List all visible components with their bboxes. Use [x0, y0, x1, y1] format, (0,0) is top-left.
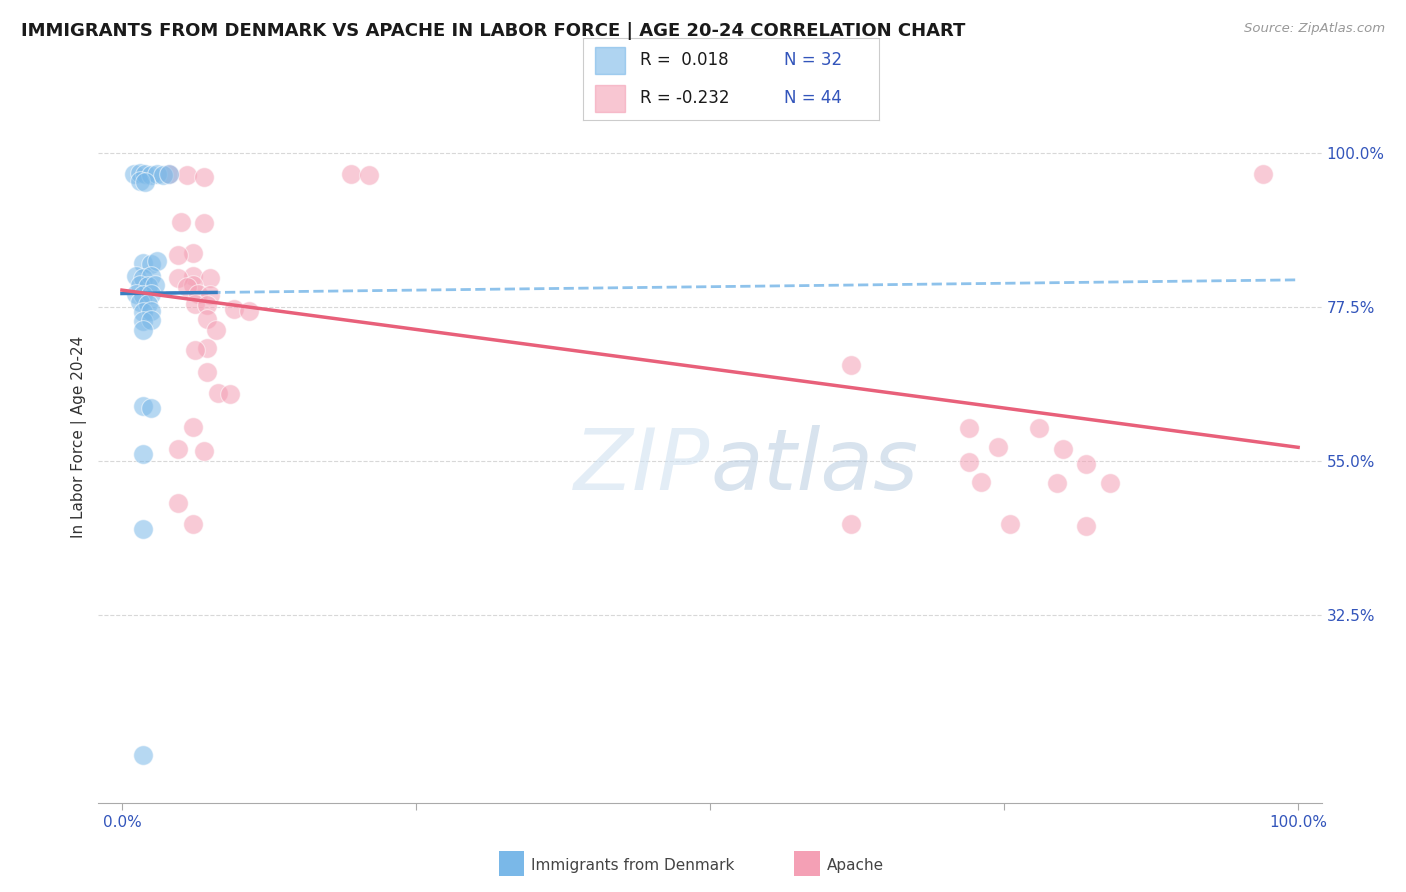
Text: Apache: Apache: [827, 858, 884, 872]
Point: [157, 167, 180, 181]
Text: R =  0.018: R = 0.018: [640, 51, 728, 69]
Point: [1046, 475, 1069, 490]
Point: [969, 475, 991, 489]
Point: [238, 303, 260, 318]
Point: [128, 174, 150, 188]
Point: [167, 247, 190, 261]
Text: IMMIGRANTS FROM DENMARK VS APACHE IN LABOR FORCE | AGE 20-24 CORRELATION CHART: IMMIGRANTS FROM DENMARK VS APACHE IN LAB…: [21, 22, 966, 40]
Point: [998, 516, 1021, 531]
Point: [122, 167, 145, 181]
Point: [125, 269, 148, 284]
Point: [167, 270, 190, 285]
Point: [146, 167, 169, 181]
Point: [957, 421, 980, 435]
Point: [1098, 475, 1121, 490]
Point: [957, 455, 980, 469]
Point: [157, 167, 180, 181]
Point: [198, 270, 221, 285]
Text: R = -0.232: R = -0.232: [640, 89, 730, 107]
Point: [146, 254, 169, 268]
Point: [839, 516, 862, 531]
Text: N = 32: N = 32: [785, 51, 842, 69]
Point: [184, 297, 207, 311]
Point: [205, 323, 228, 337]
Point: [340, 167, 363, 181]
Point: [132, 314, 155, 328]
Point: [132, 747, 155, 762]
Point: [132, 305, 155, 319]
Point: [132, 522, 155, 536]
Point: [1076, 458, 1098, 472]
Text: Immigrants from Denmark: Immigrants from Denmark: [531, 858, 735, 872]
Y-axis label: In Labor Force | Age 20-24: In Labor Force | Age 20-24: [72, 336, 87, 538]
Point: [181, 516, 204, 531]
Point: [132, 288, 155, 302]
Bar: [595, 46, 624, 74]
Point: [136, 279, 159, 293]
Point: [132, 447, 155, 461]
Point: [141, 269, 163, 284]
Point: [195, 365, 218, 379]
Point: [141, 312, 163, 326]
Point: [839, 359, 862, 373]
Text: atlas: atlas: [710, 425, 918, 508]
Point: [128, 295, 150, 310]
Point: [181, 420, 204, 434]
Point: [181, 245, 204, 260]
Point: [125, 286, 148, 301]
Point: [1028, 421, 1050, 435]
Point: [136, 297, 159, 311]
Point: [132, 400, 155, 414]
Text: ZIP: ZIP: [574, 425, 710, 508]
Point: [987, 440, 1010, 454]
Point: [193, 170, 215, 185]
Point: [128, 165, 150, 179]
Point: [207, 385, 229, 400]
Point: [176, 168, 198, 182]
Point: [193, 443, 215, 458]
Point: [143, 277, 166, 292]
Point: [167, 496, 190, 510]
Point: [219, 387, 242, 401]
Point: [152, 168, 174, 182]
Point: [134, 175, 156, 189]
Point: [181, 277, 204, 292]
Bar: [595, 85, 624, 112]
Point: [132, 256, 155, 270]
Point: [222, 302, 245, 317]
Point: [167, 442, 190, 456]
Point: [132, 323, 155, 337]
Point: [181, 269, 204, 284]
Point: [170, 215, 193, 229]
Text: N = 44: N = 44: [785, 89, 842, 107]
Point: [1251, 167, 1274, 181]
Point: [141, 303, 163, 318]
Point: [184, 343, 207, 358]
Point: [141, 286, 163, 301]
Point: [1076, 519, 1098, 533]
Point: [134, 167, 156, 181]
Point: [357, 168, 380, 182]
Point: [187, 286, 209, 301]
Point: [1052, 442, 1074, 456]
Point: [198, 288, 221, 302]
Point: [195, 298, 218, 312]
Point: [176, 279, 198, 293]
Point: [195, 311, 218, 326]
Point: [128, 277, 150, 292]
Point: [193, 216, 215, 230]
Text: Source: ZipAtlas.com: Source: ZipAtlas.com: [1244, 22, 1385, 36]
Point: [195, 341, 218, 355]
Point: [141, 257, 163, 271]
Point: [141, 168, 163, 182]
Point: [141, 401, 163, 415]
Point: [132, 270, 155, 285]
